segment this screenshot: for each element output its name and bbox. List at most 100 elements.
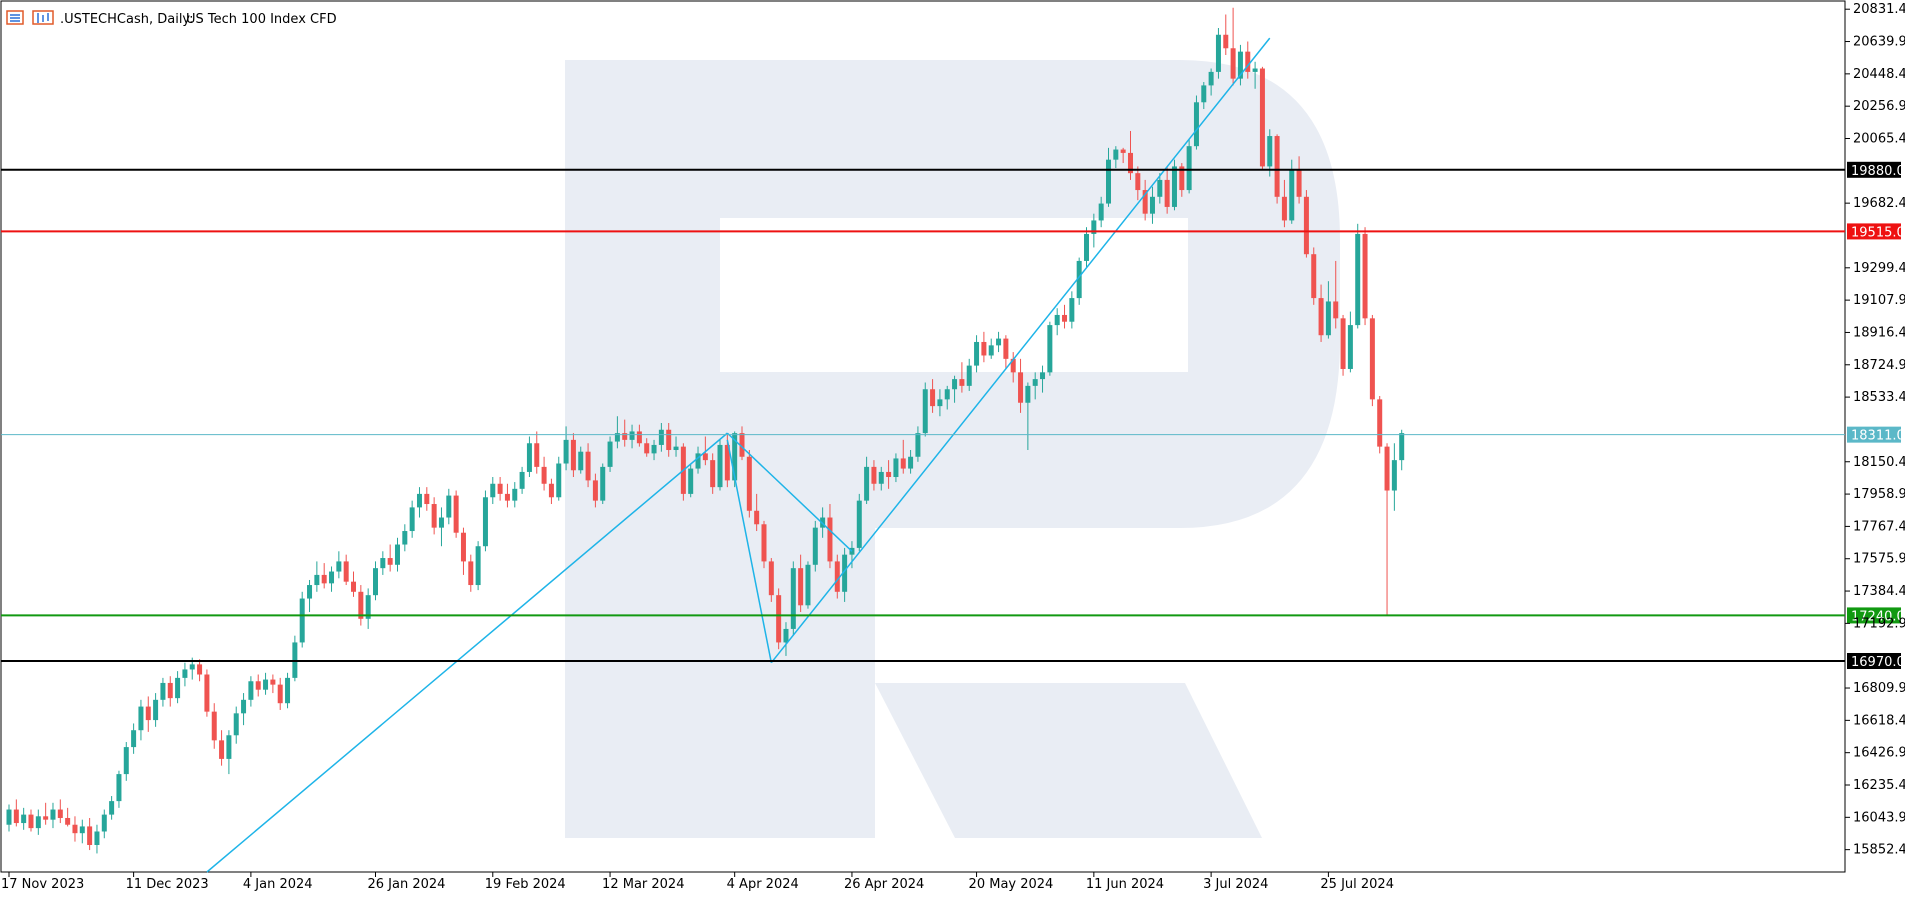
candle [1245, 41, 1251, 79]
chart-list-icon[interactable] [6, 10, 24, 25]
candle-body [160, 682, 166, 700]
candle [1120, 147, 1126, 164]
candle [996, 331, 1002, 353]
candle [908, 450, 914, 474]
trendline[interactable] [770, 37, 1271, 664]
candle-body [1208, 71, 1214, 86]
candle-body [1157, 179, 1163, 197]
chart-bars-icon[interactable] [32, 10, 54, 25]
candle [878, 466, 884, 491]
time-axis: 17 Nov 2023 11 Dec 2023 4 Jan 2024 26 Jan 2… [1, 872, 1394, 892]
candle [1032, 372, 1038, 400]
candle-body [1098, 203, 1104, 221]
candle-body [1106, 159, 1111, 204]
trendline[interactable] [726, 432, 853, 552]
candle-body [1149, 196, 1155, 214]
candle [314, 561, 320, 592]
candle [13, 799, 19, 827]
trendline[interactable] [206, 432, 728, 873]
candle [1230, 7, 1236, 86]
candle-body [87, 826, 93, 845]
candle [167, 676, 173, 707]
candle-body [570, 439, 576, 471]
candle-body [1062, 314, 1068, 322]
candle-body [1259, 68, 1265, 167]
candle-body [482, 497, 488, 547]
candle-body [1333, 301, 1339, 319]
candle [1325, 281, 1331, 339]
candle [175, 671, 181, 704]
candle [651, 439, 657, 461]
candle [138, 699, 144, 741]
level-price-tag: 19880.0 [1847, 161, 1905, 179]
candle-body [1289, 169, 1295, 221]
chart-header: .USTECHCash, Daily: US Tech 100 Index CF… [6, 10, 337, 27]
candle-body [6, 809, 12, 825]
candle-body [21, 814, 27, 824]
candle-body [702, 453, 708, 461]
candle [409, 500, 415, 538]
candle-body [277, 684, 283, 704]
candle-body [65, 817, 71, 825]
candle [416, 487, 422, 518]
candle-body [307, 585, 313, 599]
candle-body [343, 561, 349, 582]
candle-body [952, 379, 958, 390]
candle [57, 799, 63, 824]
candle-body [761, 524, 767, 562]
candle-body [666, 429, 672, 451]
candle [497, 477, 503, 501]
plot-border [0, 0, 1846, 873]
candle [219, 730, 225, 766]
candle-body [519, 471, 525, 489]
candle-body [644, 443, 650, 454]
candle-body [724, 444, 730, 481]
candle-body [1355, 233, 1361, 326]
candle-body [900, 458, 906, 469]
candle [519, 466, 525, 494]
candle [1399, 429, 1405, 471]
candle [614, 416, 620, 449]
trendlines-layer [206, 37, 1271, 873]
candle [526, 436, 532, 478]
candle [109, 796, 115, 820]
candle [886, 460, 892, 489]
candle-body [695, 453, 701, 469]
watermark-logo [565, 60, 1340, 838]
candle-body [1010, 358, 1016, 373]
candle [255, 674, 261, 697]
candle [446, 488, 452, 525]
candle [768, 558, 774, 602]
candle-body [739, 433, 745, 457]
candle [1296, 156, 1302, 204]
candle [21, 807, 27, 830]
candle-body [365, 595, 371, 619]
candle [43, 802, 49, 825]
trendline[interactable] [726, 439, 773, 663]
candle-body [409, 507, 415, 532]
candle-body [475, 546, 481, 586]
candle [431, 497, 437, 535]
candle [460, 527, 466, 575]
candle [1259, 66, 1265, 170]
candle-body [541, 466, 547, 484]
candle-body [526, 443, 532, 472]
candle [1223, 14, 1229, 56]
candle-body [431, 504, 437, 528]
candle-body [497, 483, 503, 494]
candle [1215, 28, 1221, 79]
svg-text:17240.0: 17240.0 [1851, 609, 1905, 624]
candle [534, 431, 540, 474]
candle-body [1171, 166, 1177, 207]
candle-body [373, 568, 378, 596]
candle-body [1267, 136, 1273, 167]
candle-body [299, 598, 305, 643]
price-tick-label: 16809.9 [1853, 681, 1905, 696]
candle-body [732, 433, 738, 481]
candle [798, 554, 804, 613]
candle-body [812, 527, 818, 565]
candle [988, 338, 994, 359]
candle-body [1179, 166, 1185, 191]
candle-body [263, 679, 269, 690]
